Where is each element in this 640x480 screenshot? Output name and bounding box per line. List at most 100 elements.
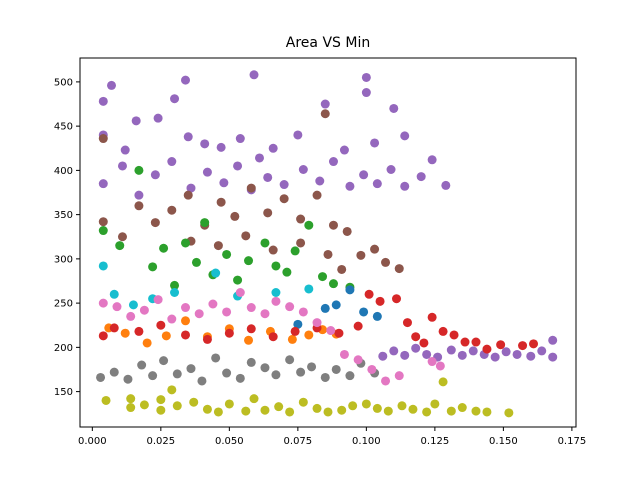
data-point [339, 349, 349, 359]
data-point [441, 180, 451, 190]
data-point [372, 311, 382, 321]
data-point [263, 208, 273, 218]
x-tick-label: 0.050 [215, 436, 244, 447]
data-point [298, 165, 308, 174]
data-point [123, 374, 133, 384]
data-point [126, 311, 136, 321]
data-point [170, 94, 180, 104]
data-point [202, 334, 212, 344]
data-point [213, 241, 223, 251]
data-point [268, 143, 278, 153]
y-tick-label: 300 [54, 254, 73, 265]
data-point [181, 303, 190, 313]
data-point [446, 345, 456, 355]
data-point [328, 220, 338, 230]
data-point [328, 279, 338, 289]
data-point [107, 80, 117, 90]
data-point [537, 346, 547, 356]
data-point [153, 113, 163, 123]
series-1 [96, 353, 380, 386]
data-point [427, 357, 437, 367]
data-point [120, 145, 130, 155]
data-point [202, 404, 212, 414]
x-tick-label: 0.150 [489, 436, 518, 447]
data-point [394, 264, 404, 274]
data-point [109, 367, 119, 377]
x-tick-label: 0.000 [78, 436, 107, 447]
data-point [115, 241, 125, 251]
data-point [320, 109, 330, 119]
data-point [526, 351, 536, 361]
data-point [411, 343, 421, 353]
data-point [548, 352, 558, 362]
data-point [98, 217, 108, 227]
data-point [318, 272, 328, 282]
data-point [290, 326, 300, 336]
data-point [200, 218, 210, 228]
data-point [496, 340, 506, 350]
data-point [375, 296, 385, 306]
data-point [422, 349, 432, 359]
data-point [411, 332, 421, 342]
data-point [381, 376, 391, 386]
data-point [304, 220, 314, 230]
data-point [501, 347, 511, 357]
data-point [112, 302, 122, 312]
data-point [348, 401, 358, 411]
data-point [345, 181, 355, 191]
data-point [389, 103, 399, 113]
data-point [449, 330, 459, 340]
series-6 [293, 285, 382, 329]
x-tick-label: 0.075 [284, 436, 313, 447]
data-point [285, 302, 295, 312]
data-point [304, 330, 314, 340]
data-point [109, 323, 119, 333]
data-point [159, 356, 169, 366]
data-point [254, 153, 264, 163]
data-point [213, 407, 223, 417]
data-point [208, 299, 218, 309]
data-point [274, 402, 284, 412]
data-point [367, 364, 377, 374]
data-point [117, 161, 127, 171]
data-point [219, 178, 229, 188]
data-point [233, 275, 243, 285]
data-point [353, 355, 363, 365]
data-point [235, 288, 245, 297]
data-point [320, 99, 330, 109]
y-tick-label: 250 [54, 299, 73, 310]
x-tick-label: 0.100 [352, 436, 381, 447]
points-layer [96, 70, 558, 418]
y-tick-label: 150 [54, 387, 73, 398]
data-point [482, 407, 492, 417]
data-point [260, 405, 270, 415]
data-point [98, 261, 108, 271]
data-point [389, 346, 399, 356]
data-point [161, 331, 171, 341]
data-point [282, 267, 292, 277]
x-tick-label: 0.125 [421, 436, 450, 447]
data-point [126, 394, 136, 404]
data-point [131, 116, 141, 126]
data-point [148, 262, 158, 272]
data-point [191, 257, 201, 267]
data-point [400, 350, 410, 360]
data-point [468, 346, 478, 356]
data-point [427, 155, 437, 165]
data-point [457, 403, 467, 413]
data-point [98, 96, 108, 106]
data-point [392, 294, 402, 304]
data-point [246, 183, 256, 193]
data-point [142, 338, 152, 348]
data-point [419, 338, 429, 348]
data-point [323, 407, 333, 417]
data-point [211, 268, 221, 278]
data-point [98, 134, 108, 144]
data-point [416, 172, 426, 182]
plot-frame [79, 57, 577, 428]
data-point [383, 406, 393, 416]
data-point [128, 300, 138, 310]
data-point [246, 357, 256, 367]
data-point [244, 335, 254, 345]
